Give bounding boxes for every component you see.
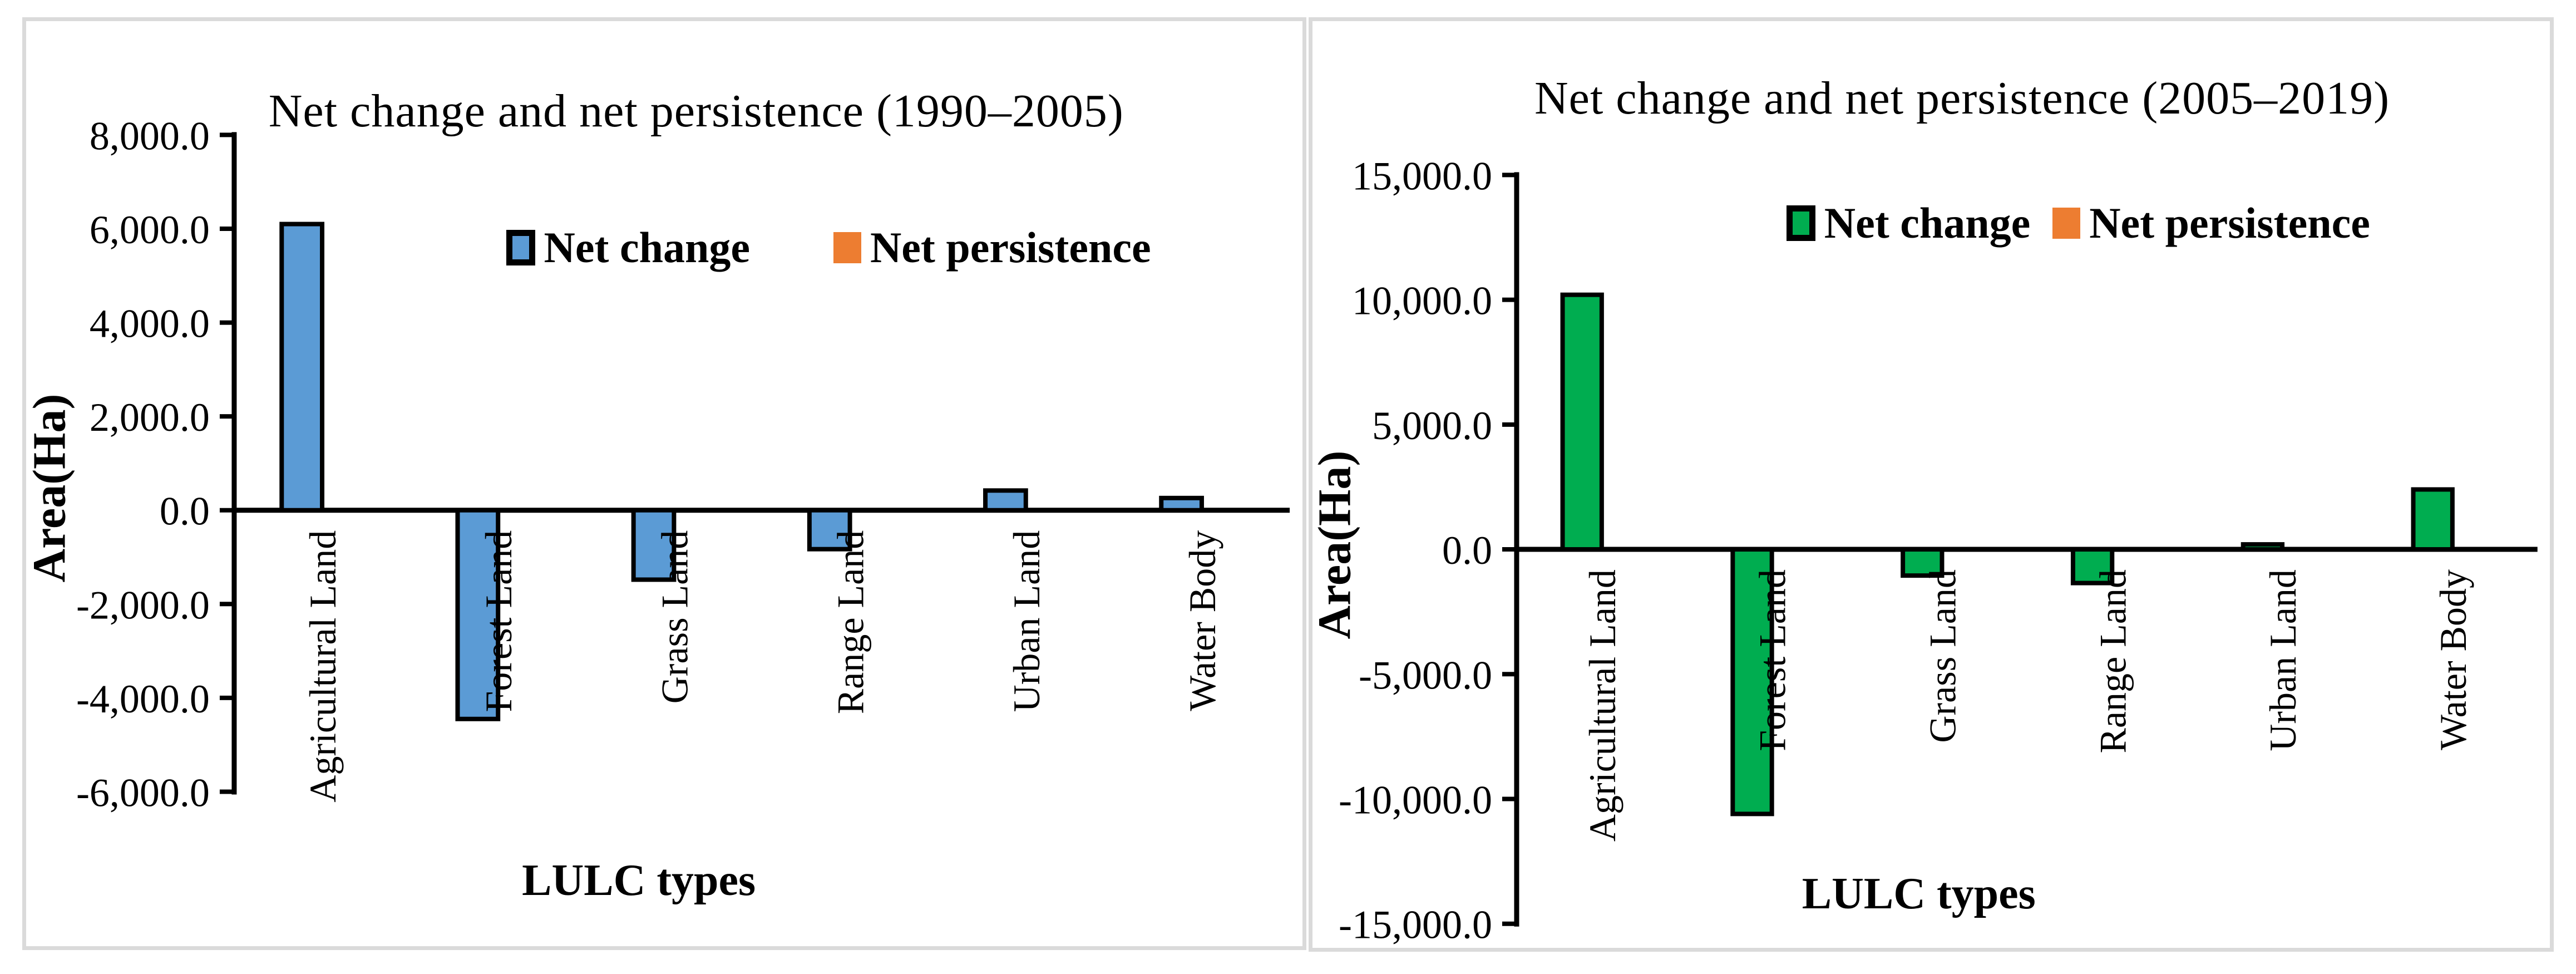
- y-tick-label: -15,000.0: [1339, 903, 1492, 947]
- plot-area-svg: 15,000.0 10,000.0 5,000.0 0.0 -5,000.0 -10,00…: [1339, 154, 2538, 947]
- y-tick-label: -5,000.0: [1359, 653, 1492, 697]
- legend: Net change Net persistence: [1786, 198, 2370, 248]
- chart-card-1990-2005: 8,000.0 6,000.0 4,000.0 2,000.0 0.0 -2,000.0 -…: [22, 17, 1306, 950]
- bar-net-change-water-body: [1159, 495, 1204, 513]
- category-label-agricultural-land: Agricultural Land: [302, 530, 344, 803]
- plot-area-svg: 8,000.0 6,000.0 4,000.0 2,000.0 0.0 -2,000.0 -…: [76, 114, 1290, 815]
- y-tick-label: 2,000.0: [90, 395, 210, 440]
- category-label-urban-land: Urban Land: [2262, 569, 2304, 751]
- category-label-urban-land: Urban Land: [1005, 530, 1048, 712]
- legend-item-net-change: Net change: [506, 223, 750, 273]
- legend-label: Net change: [544, 223, 750, 272]
- category-label-agricultural-land: Agricultural Land: [1581, 569, 1623, 842]
- x-axis-title: LULC types: [522, 856, 756, 906]
- bar-net-change-agricultural-land: [1560, 292, 1604, 552]
- y-tick-label: 6,000.0: [90, 208, 210, 252]
- category-label-water-body: Water Body: [2432, 569, 2474, 750]
- y-tick-label: 4,000.0: [90, 302, 210, 346]
- legend: Net change Net persistence: [506, 223, 1151, 273]
- legend-item-net-persistence: Net persistence: [833, 223, 1151, 273]
- y-tick-label: 10,000.0: [1352, 279, 1492, 323]
- bar-net-change-urban-land: [983, 488, 1028, 513]
- legend-label: Net persistence: [870, 223, 1151, 272]
- y-axis-title: Area(Ha): [1309, 450, 1361, 640]
- y-tick-label: -10,000.0: [1339, 778, 1492, 822]
- category-label-grass-land: Grass Land: [653, 530, 695, 704]
- bar-net-change-range-land: [2070, 547, 2115, 586]
- y-tick-label: 0.0: [1442, 528, 1492, 573]
- category-label-grass-land: Grass Land: [1921, 569, 1963, 743]
- chart-title: Net change and net persistence (1990–200…: [268, 85, 1124, 137]
- legend-item-net-persistence: Net persistence: [2052, 198, 2370, 248]
- legend-label: Net change: [1824, 199, 2031, 247]
- category-label-forest-land: Forest Land: [477, 530, 520, 712]
- y-axis-title: Area(Ha): [23, 393, 76, 583]
- chart-title: Net change and net persistence (2005–201…: [1534, 72, 2390, 124]
- x-axis-title: LULC types: [1802, 869, 2036, 919]
- bar-net-change-urban-land: [2241, 542, 2285, 552]
- chart-card-2005-2019: 15,000.0 10,000.0 5,000.0 0.0 -5,000.0 -10,00…: [1309, 17, 2554, 952]
- y-tick-label: -4,000.0: [76, 677, 210, 721]
- bar-net-change-grass-land: [631, 508, 677, 582]
- net-persistence-swatch: [833, 232, 861, 264]
- bar-net-change-water-body: [2411, 487, 2455, 552]
- bar-net-change-forest-land: [1730, 547, 1774, 816]
- net-persistence-swatch: [2052, 208, 2081, 239]
- y-tick-label: 15,000.0: [1352, 154, 1492, 198]
- category-label-water-body: Water Body: [1181, 530, 1223, 711]
- legend-item-net-change: Net change: [1786, 198, 2031, 248]
- bar-net-change-grass-land: [1901, 547, 1945, 578]
- y-tick-label: -6,000.0: [76, 770, 210, 815]
- category-label-range-land: Range Land: [830, 530, 872, 714]
- bar-net-change-agricultural-land: [279, 222, 325, 513]
- net-change-swatch: [506, 230, 535, 266]
- category-label-range-land: Range Land: [2091, 569, 2134, 753]
- legend-label: Net persistence: [2089, 199, 2370, 247]
- y-tick-label: 8,000.0: [90, 114, 210, 158]
- y-tick-label: -2,000.0: [76, 583, 210, 627]
- y-tick-label: 5,000.0: [1372, 404, 1492, 448]
- y-tick-label: 0.0: [160, 489, 210, 534]
- net-change-swatch: [1786, 205, 1815, 241]
- category-label-forest-land: Forest Land: [1751, 569, 1794, 751]
- bar-net-change-forest-land: [455, 508, 501, 721]
- bar-net-change-range-land: [807, 508, 852, 552]
